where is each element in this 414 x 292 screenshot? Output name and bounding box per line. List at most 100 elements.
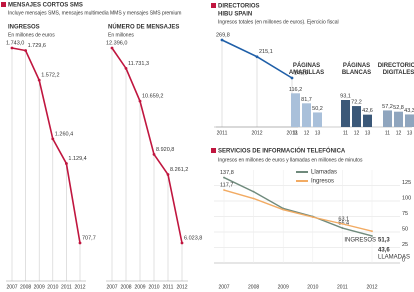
x-tick-label: 2008 (120, 284, 131, 290)
y-tick-label: 50 (402, 226, 408, 232)
value-label: 57,2 (382, 104, 393, 110)
line (223, 176, 373, 237)
point (152, 152, 156, 156)
x-tick-label: 2007 (6, 284, 17, 290)
x-tick-label: 2008 (20, 284, 31, 290)
value-label: 63,1 (338, 216, 349, 222)
x-tick-label: 2013 (286, 130, 297, 136)
bar (341, 100, 350, 127)
x-tick-label: 13 (365, 130, 371, 136)
value-label: 12.396,0 (106, 40, 127, 46)
value-label: 81,7 (301, 97, 312, 103)
y-tick-label: 0 (402, 257, 405, 263)
value-label: 93,1 (340, 93, 351, 99)
section-title: MENSAJES CORTOS SMS (8, 3, 83, 9)
point (10, 46, 14, 50)
section-subtitle: Ingresos en millones de euros y llamadas… (218, 157, 363, 163)
x-tick-label: 2010 (47, 284, 58, 290)
series-name: PÁGINAS AMARILLAS (288, 63, 325, 76)
x-tick-label: 11 (385, 130, 390, 136)
value-label: 43,6 (378, 248, 390, 254)
x-tick-label: 2011 (337, 284, 348, 290)
point (223, 176, 225, 179)
point (282, 208, 285, 211)
point (24, 49, 27, 52)
x-tick-label: 2010 (307, 284, 318, 290)
point (110, 46, 114, 50)
bar (383, 110, 392, 127)
value-label: 51,3 (378, 238, 390, 244)
x-tick-label: 13 (407, 130, 413, 136)
line (111, 47, 183, 244)
point (78, 241, 82, 245)
value-label: 6.023,8 (184, 235, 202, 241)
end-label: LLAMADAS (378, 255, 410, 261)
chart-subtitle: Ingresos totales (en millones de euros).… (218, 19, 339, 25)
section-subtitle: Incluye mensajes SMS, mensajes multimedi… (8, 10, 181, 16)
value-label: 50,2 (312, 106, 323, 112)
chart-subtitle: En millones (108, 32, 134, 38)
point (51, 137, 55, 141)
value-label: 116,2 (289, 87, 302, 93)
point (166, 173, 170, 176)
x-tick-label: 2007 (218, 284, 229, 290)
bar (394, 111, 403, 127)
value-label: 145,6 (294, 70, 308, 76)
value-label: 1.260,4 (55, 131, 73, 137)
section-marker (211, 3, 216, 8)
value-label: 52,8 (393, 105, 404, 111)
section-marker (211, 148, 216, 153)
x-tick-label: 12 (396, 130, 402, 136)
point (138, 99, 142, 103)
series-name: DIRECTORIOS DIGITALES (377, 63, 414, 76)
bar (352, 106, 361, 127)
bar (291, 93, 300, 127)
x-tick-label: 2007 (106, 284, 117, 290)
point (124, 66, 128, 70)
point (371, 235, 373, 237)
value-label: 72,2 (351, 100, 362, 106)
x-tick-label: 2008 (248, 284, 259, 290)
line (11, 47, 81, 244)
y-tick-label: 100 (402, 195, 411, 201)
x-tick-label: 2011 (61, 284, 72, 290)
value-label: 1.572,2 (41, 73, 59, 79)
point (290, 76, 294, 80)
x-tick-label: 12 (354, 130, 360, 136)
y-tick-label: 75 (402, 211, 408, 217)
end-label: INGRESOS (344, 238, 376, 244)
value-label: 215,1 (259, 49, 273, 55)
point (371, 230, 373, 233)
value-label: 11.731,3 (128, 61, 149, 67)
x-tick-label: 2009 (134, 284, 145, 290)
point (180, 241, 184, 245)
value-label: 1.743,0 (6, 40, 24, 46)
x-tick-label: 2012 (176, 284, 187, 290)
legend-label: Ingresos (311, 179, 334, 185)
x-tick-label: 2010 (148, 284, 159, 290)
x-tick-label: 13 (315, 130, 321, 136)
chart-title: INGRESOS (8, 25, 40, 31)
point (311, 216, 314, 219)
x-tick-label: 2011 (217, 130, 228, 136)
chart-title: NÚMERO DE MENSAJES (108, 24, 179, 31)
legend-label: Llamadas (311, 170, 337, 176)
section-title: DIRECTORIOS (218, 4, 260, 10)
line (223, 189, 373, 232)
value-label: 43,3 (404, 108, 414, 114)
chart-title: HIBU SPAIN (218, 12, 252, 18)
value-label: 8.261,2 (170, 167, 188, 173)
section-marker (1, 2, 6, 7)
x-tick-label: 11 (343, 130, 348, 136)
x-tick-label: 2011 (163, 284, 174, 290)
bar (363, 114, 372, 127)
bar (313, 112, 322, 127)
point (252, 190, 255, 193)
x-tick-label: 2012 (366, 284, 377, 290)
point (252, 197, 255, 200)
value-label: 42,6 (362, 108, 373, 114)
bar (302, 103, 311, 127)
value-label: 10.659,2 (142, 94, 163, 100)
y-tick-label: 125 (402, 180, 411, 186)
